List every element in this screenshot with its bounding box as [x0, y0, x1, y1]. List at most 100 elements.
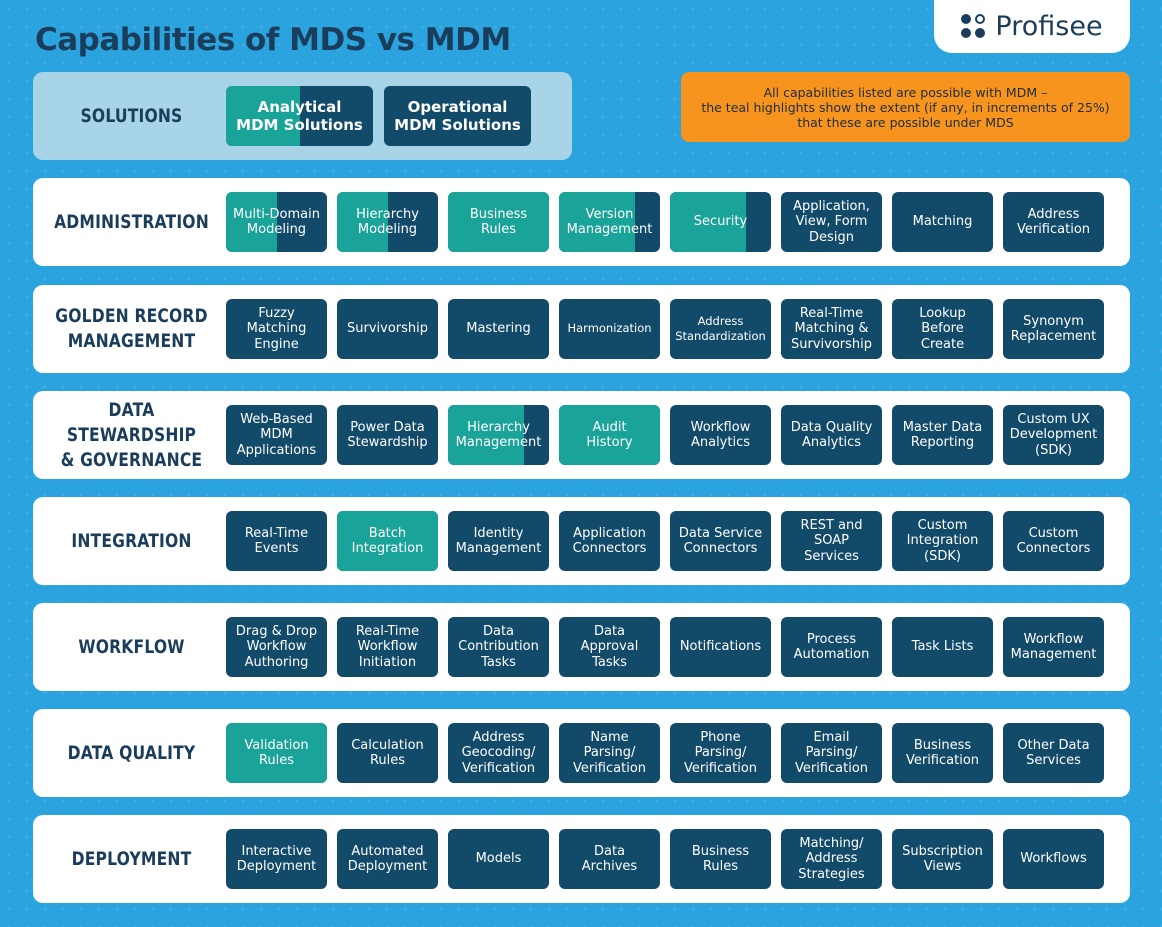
capability-label-line: Tasks [592, 654, 627, 670]
row-label-line: ADMINISTRATION [54, 210, 209, 233]
capability-label-line: Harmonization [567, 321, 652, 336]
solutions-label: SOLUTIONS [80, 104, 183, 127]
capability-label-line: Parsing/ [805, 745, 858, 761]
capability-label-line: Connectors [572, 541, 647, 556]
capability-process-automation: Process Automation [781, 617, 882, 677]
capability-multi-domain-modeling: Multi-Domain Modeling [226, 192, 327, 252]
capability-label-line: Audit [592, 419, 627, 435]
row-golden-record-management: GOLDEN RECORD MANAGEMENT Fuzzy Matching Engi… [33, 285, 1130, 373]
capability-label-line: Task Lists [911, 639, 974, 655]
capability-label-line: Parsing/ [583, 745, 636, 761]
capability-label-line: Rules [369, 753, 406, 768]
capability-label-line: MDM [260, 427, 293, 443]
capability-audit-history: Audit History [559, 405, 660, 465]
capability-label-line: Other Data [1017, 737, 1090, 753]
row-data-stewardship-governance: DATA STEWARDSHIP & GOVERNANCE Web-Based MDM… [33, 391, 1130, 479]
capability-label-line: Rules [258, 753, 295, 768]
capability-label-line: Business [691, 843, 750, 859]
capability-label-line: Synonym [1023, 313, 1084, 329]
capability-identity-management: Identity Management [448, 511, 549, 571]
capability-label-line: View, Form [795, 214, 868, 230]
capability-data-service-connectors: Data Service Connectors [670, 511, 771, 571]
capability-label-line: Matching [246, 321, 307, 337]
capability-matching-address-strategies: Matching/Address Strategies [781, 829, 882, 889]
capability-label-line: Workflows [1020, 851, 1087, 867]
capability-label-line: Validation [244, 737, 309, 753]
capability-boxes: Drag & Drop Workflow Authoring Real-Time Wor… [226, 617, 1104, 677]
capability-label-line: Batch [368, 525, 407, 541]
capability-label-line: Hierarchy [356, 206, 419, 222]
capability-label-line: Engine [254, 336, 299, 352]
capability-models: Models [448, 829, 549, 889]
capability-label-line: Initiation [358, 654, 417, 670]
row-label-line: INTEGRATION [71, 529, 192, 552]
capability-label-line: Custom [1028, 525, 1079, 541]
capability-other-data-services: Other Data Services [1003, 723, 1104, 783]
capability-master-data-reporting: Master Data Reporting [892, 405, 993, 465]
mds-coverage-fill [337, 192, 388, 252]
capability-application-view-form-design: Application, View, Form Design [781, 192, 882, 252]
row-label: INTEGRATION [51, 497, 213, 585]
row-label: ADMINISTRATION [51, 178, 213, 266]
capability-label-line: Parsing/ [694, 745, 747, 761]
row-label: DEPLOYMENT [51, 815, 213, 903]
capability-label-line: Business [913, 737, 972, 753]
capability-calculation-rules: Calculation Rules [337, 723, 438, 783]
capability-label-line: Connectors [683, 541, 758, 556]
capability-label-line: Custom [917, 517, 968, 533]
row-label: DATA STEWARDSHIP & GOVERNANCE [51, 391, 213, 479]
capability-label-line: Automation [793, 647, 870, 662]
capability-validation-rules: Validation Rules [226, 723, 327, 783]
profisee-dots-icon [961, 13, 987, 40]
solution-label-line: Analytical [257, 98, 342, 116]
capability-name-parsing-verification: Name Parsing/Verification [559, 723, 660, 783]
capability-label-line: Analytics [690, 435, 751, 450]
capability-label-line: Workflow [1023, 631, 1084, 647]
capability-label-line: Identity [473, 525, 524, 541]
capability-custom-integration-sdk: Custom Integration (SDK) [892, 511, 993, 571]
mds-coverage-fill [670, 192, 746, 252]
solution-label-line: Operational [407, 98, 508, 116]
capability-label-line: Verification [1016, 222, 1091, 237]
capability-label-line: Application [573, 525, 646, 541]
capability-label-line: SOAP [814, 533, 849, 549]
capability-label-line: Tasks [481, 654, 516, 670]
capability-real-time-workflow-initiation: Real-Time Workflow Initiation [337, 617, 438, 677]
capability-label-line: Address [1027, 206, 1080, 222]
capability-batch-integration: Batch Integration [337, 511, 438, 571]
row-workflow: WORKFLOW Drag & Drop Workflow Authoring Real… [33, 603, 1130, 691]
capability-boxes: Real-Time Events Batch Integration Identity M… [226, 511, 1104, 571]
capability-label-line: Interactive [241, 843, 312, 859]
capability-label-line: Services [1026, 753, 1081, 768]
row-label-line: DATA QUALITY [67, 741, 196, 764]
capability-label-line: Data [593, 843, 626, 859]
capability-label-line: Multi-Domain [233, 206, 320, 222]
profisee-logo: Profisee [934, 0, 1130, 53]
solutions-boxes: Analytical MDM Solutions Operational MDM So… [226, 86, 531, 146]
mds-coverage-fill [559, 405, 660, 465]
capability-label-line: Rules [702, 859, 739, 874]
capability-label-line: Real-Time [799, 305, 864, 321]
capability-label-line: Integration [351, 541, 424, 556]
capability-label-line: Events [254, 541, 299, 556]
capability-label-line: Real-Time [244, 525, 309, 541]
row-label-line: MANAGEMENT [67, 330, 196, 352]
row-integration: INTEGRATION Real-Time Events Batch Integrati… [33, 497, 1130, 585]
capability-label-line: Verification [572, 760, 647, 776]
row-label-line: WORKFLOW [78, 635, 185, 658]
capability-label-line: Notifications [679, 639, 762, 655]
capability-interactive-deployment: Interactive Deployment [226, 829, 327, 889]
capability-drag-drop-workflow-authoring: Drag & Drop Workflow Authoring [226, 617, 327, 677]
mds-coverage-fill [448, 192, 549, 252]
capability-label-line: Fuzzy [258, 305, 295, 321]
capability-label-line: Models [475, 851, 522, 867]
capability-label-line: Analytics [801, 435, 862, 450]
capability-label-line: Matching & [794, 321, 869, 337]
capability-label-line: History [586, 435, 633, 450]
capability-task-lists: Task Lists [892, 617, 993, 677]
row-label-line: & GOVERNANCE [60, 448, 203, 471]
capability-label-line: Web-Based [240, 411, 313, 427]
capability-label-line: Subscription [902, 843, 983, 859]
capability-label-line: Address [805, 851, 858, 867]
capability-label-line: (SDK) [924, 548, 961, 564]
